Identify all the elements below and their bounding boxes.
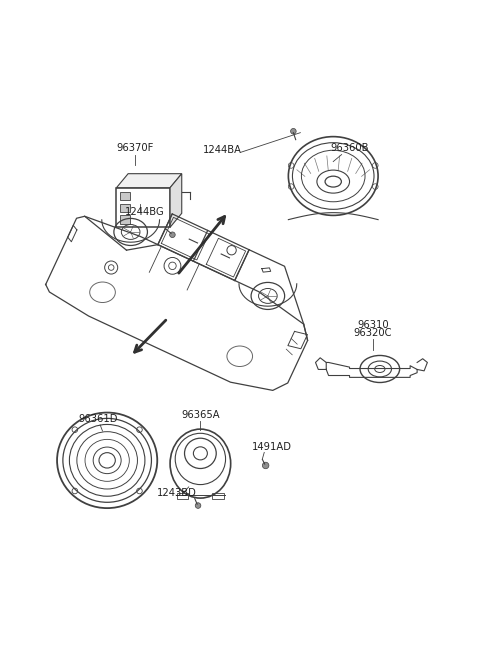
Bar bbox=[177, 493, 188, 498]
Text: 96365A: 96365A bbox=[181, 411, 220, 421]
Polygon shape bbox=[117, 174, 182, 188]
Circle shape bbox=[195, 503, 201, 508]
Text: 1244BA: 1244BA bbox=[203, 145, 242, 155]
Text: 1244BG: 1244BG bbox=[125, 207, 164, 217]
Bar bbox=[117, 188, 170, 227]
Text: 96360B: 96360B bbox=[330, 143, 369, 153]
Bar bbox=[120, 192, 131, 200]
Circle shape bbox=[169, 232, 175, 238]
Text: 96361D: 96361D bbox=[78, 414, 118, 424]
Polygon shape bbox=[170, 174, 182, 227]
Bar bbox=[120, 215, 131, 223]
Text: 96370F: 96370F bbox=[117, 143, 154, 153]
Circle shape bbox=[263, 462, 269, 469]
Bar bbox=[120, 204, 131, 212]
Circle shape bbox=[290, 128, 296, 134]
Text: 1491AD: 1491AD bbox=[252, 441, 292, 451]
Text: 96310: 96310 bbox=[357, 320, 389, 330]
Text: 96320C: 96320C bbox=[354, 328, 392, 339]
Text: 1243BD: 1243BD bbox=[157, 488, 197, 498]
Bar bbox=[213, 493, 224, 498]
